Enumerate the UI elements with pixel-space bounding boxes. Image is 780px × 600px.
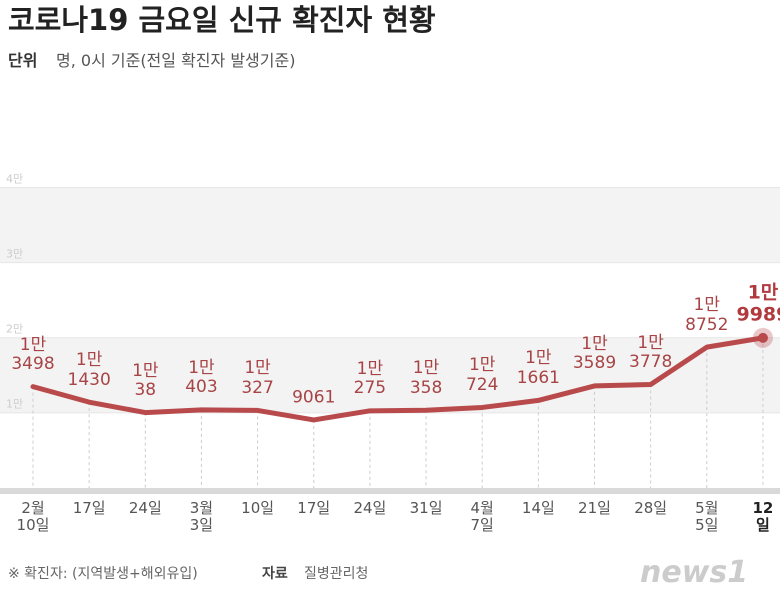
y-tick-label: 3만 xyxy=(6,247,24,261)
x-tick-label: 17일 xyxy=(297,499,331,517)
chart-title: 코로나19 금요일 신규 확진자 현황 xyxy=(8,3,436,37)
subtitle-label: 단위 xyxy=(8,51,38,70)
y-tick-label: 4만 xyxy=(6,171,24,185)
x-tick-label: 24일 xyxy=(353,499,387,517)
x-tick-label: 3월 3일 xyxy=(189,499,214,535)
value-label: 1만 327 xyxy=(241,358,274,398)
x-tick-label: 28일 xyxy=(634,499,668,517)
source-label: 자료 xyxy=(262,566,288,582)
value-label: 1만 38 xyxy=(132,360,159,401)
value-label: 1만 403 xyxy=(185,357,218,398)
value-label: 1만 1661 xyxy=(516,348,560,388)
subtitle: 명, 0시 기준(전일 확진자 발생기준) xyxy=(56,51,296,70)
point xyxy=(757,332,768,343)
x-tick-label: 12일 xyxy=(752,499,774,535)
value-label: 1만 358 xyxy=(409,358,443,398)
source: 질병관리청 xyxy=(304,566,369,582)
x-tick-label: 2월 10일 xyxy=(16,499,50,535)
value-label: 1만 3589 xyxy=(572,333,617,374)
y-tick-label: 2만 xyxy=(6,322,24,336)
value-label: 1만 724 xyxy=(465,355,499,395)
x-tick-label: 17일 xyxy=(72,499,106,517)
grid-band xyxy=(0,337,780,413)
x-axis xyxy=(0,488,780,494)
value-label: 1만 1430 xyxy=(67,350,111,390)
value-label: 1만 3498 xyxy=(11,334,55,375)
value-label: 1만 8752 xyxy=(685,295,729,335)
x-tick-label: 14일 xyxy=(521,499,555,517)
x-tick-label: 31일 xyxy=(409,499,443,517)
footnote: ※ 확진자: (지역발생+해외유입) xyxy=(8,566,198,582)
logo: news1 xyxy=(640,555,749,590)
x-tick-label: 4월 7일 xyxy=(470,499,494,535)
value-label: 1만 275 xyxy=(353,358,387,399)
y-tick-label: 1만 xyxy=(6,397,24,411)
x-tick-label: 10일 xyxy=(241,499,275,517)
value-label: 9061 xyxy=(292,387,336,408)
series-line xyxy=(30,335,766,423)
x-tick-label: 24일 xyxy=(128,499,162,517)
value-label: 1만 3778 xyxy=(629,332,673,372)
grid-band xyxy=(0,187,780,263)
value-label: 1만 9989 xyxy=(736,281,780,326)
x-tick-label: 21일 xyxy=(578,499,611,517)
x-tick-label: 5월 5일 xyxy=(695,499,719,535)
